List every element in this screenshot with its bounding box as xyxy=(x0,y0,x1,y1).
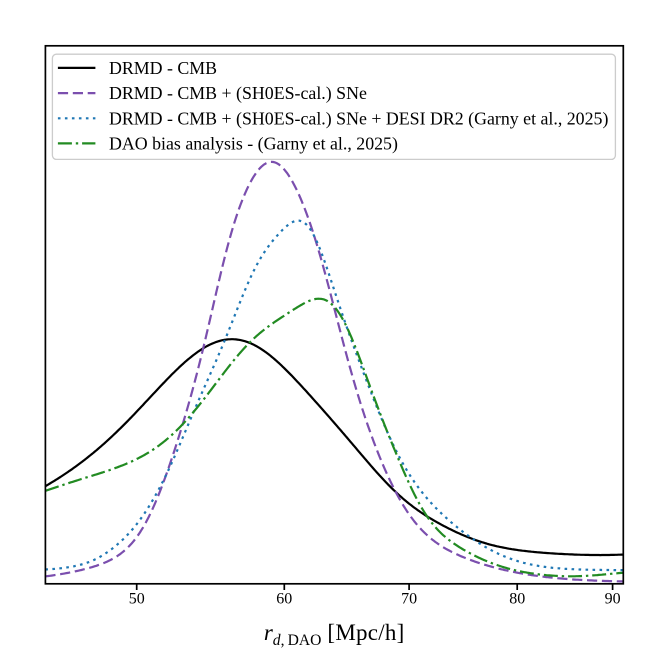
svg-text:DRMD - CMB + (SH0ES-cal.) SNe: DRMD - CMB + (SH0ES-cal.) SNe + DESI DR2… xyxy=(109,108,608,129)
svg-text:60: 60 xyxy=(276,591,292,608)
svg-text:50: 50 xyxy=(129,591,145,608)
svg-text:DRMD - CMB: DRMD - CMB xyxy=(109,58,217,78)
svg-text:rd, DAO [Mpc/h]: rd, DAO [Mpc/h] xyxy=(264,620,405,649)
svg-text:90: 90 xyxy=(605,591,621,608)
svg-text:70: 70 xyxy=(401,591,417,608)
svg-text:DRMD - CMB + (SH0ES-cal.) SNe: DRMD - CMB + (SH0ES-cal.) SNe xyxy=(109,83,367,104)
svg-text:DAO bias analysis - (Garny et: DAO bias analysis - (Garny et al., 2025) xyxy=(109,134,398,155)
svg-text:80: 80 xyxy=(509,591,525,608)
